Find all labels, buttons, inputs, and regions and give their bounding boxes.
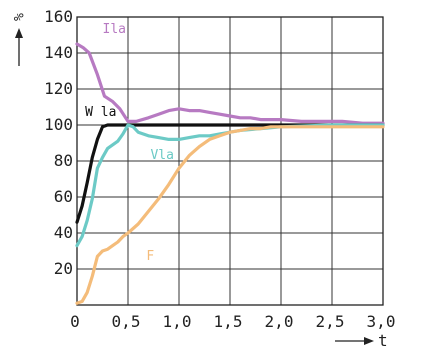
x-axis-arrowhead: [364, 337, 374, 345]
y-tick-label: 20: [54, 259, 73, 278]
series-lines: [75, 42, 385, 305]
y-tick-label: 80: [54, 151, 73, 170]
series-labels: Ila W la Vla F: [85, 22, 174, 264]
series-line: [75, 125, 385, 305]
x-tick-label: 1,5: [214, 312, 243, 331]
series-line: [75, 123, 385, 224]
y-axis-arrowhead: [15, 28, 23, 38]
series-label: Ila: [103, 22, 126, 37]
y-tick-label: 100: [44, 115, 73, 134]
x-tick-label: 0,5: [112, 312, 141, 331]
tick-labels: 20 40 60 80 100 120 140 160 0 0,5 1,0 1,5 2,0 2,5 3,0: [44, 7, 395, 331]
series-line: [75, 42, 385, 125]
plot-frame: [76, 16, 384, 306]
x-tick-label: 3,0: [367, 312, 396, 331]
grid: [77, 16, 384, 305]
series-label: Vla: [150, 148, 173, 163]
y-tick-label: 40: [54, 223, 73, 242]
axes: [76, 16, 384, 306]
x-axis-label: t: [378, 331, 388, 350]
x-tick-label: 2,5: [316, 312, 345, 331]
x-tick-label: 2,0: [265, 312, 294, 331]
y-tick-label: 140: [44, 43, 73, 62]
series-label: W la: [85, 105, 116, 120]
x-tick-label: 1,0: [163, 312, 192, 331]
y-tick-label: 160: [44, 7, 73, 26]
y-tick-label: 120: [44, 79, 73, 98]
y-axis-label: %: [10, 13, 25, 21]
axis-titles: %t: [10, 13, 388, 350]
series-label: F: [146, 249, 154, 264]
x-tick-label: 0: [70, 312, 80, 331]
y-tick-label: 60: [54, 187, 73, 206]
